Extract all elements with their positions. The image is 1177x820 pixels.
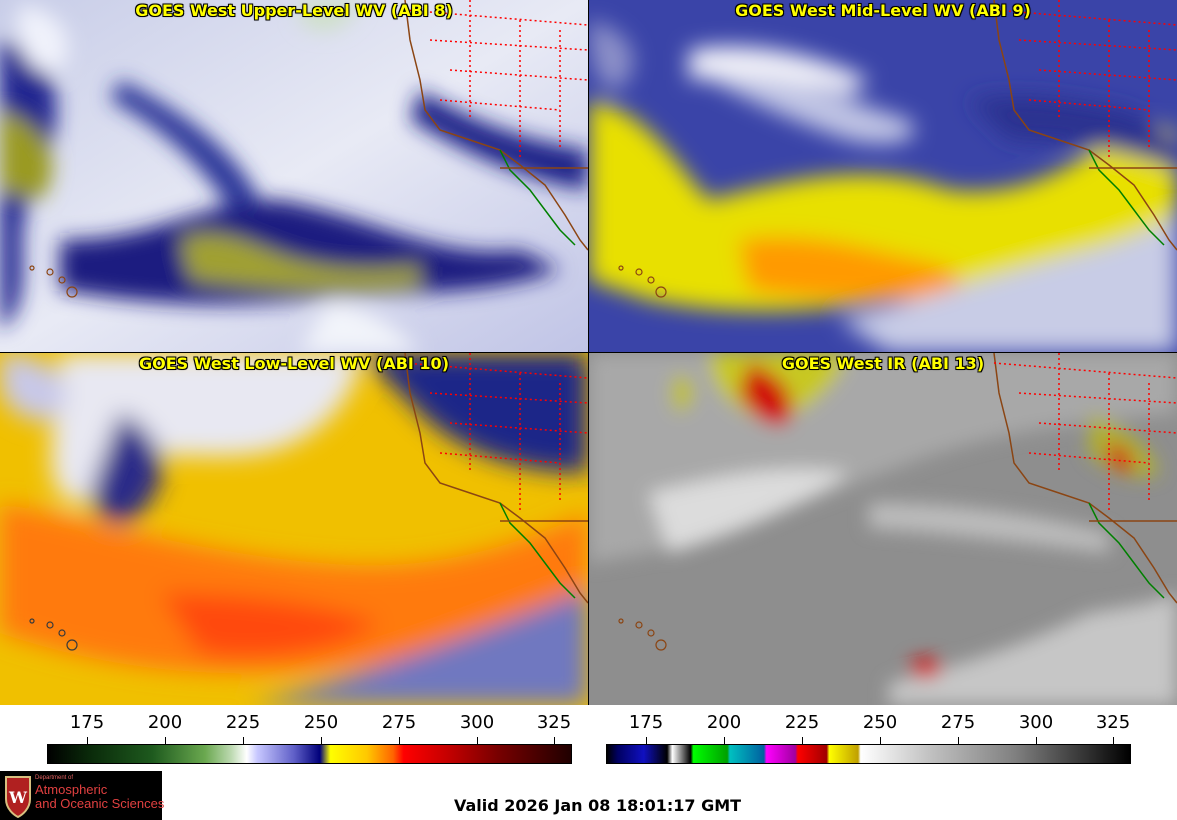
- colorbar-tick-label: 200: [147, 712, 183, 733]
- colorbar-tick: [321, 737, 322, 744]
- valid-time-label: Valid 2026 Jan 08 18:01:17 GMT: [454, 796, 742, 815]
- colorbar-tick: [165, 737, 166, 744]
- aos-logo[interactable]: W Department of Atmospheric and Oceanic …: [0, 771, 165, 820]
- logo-line-1: Department of: [35, 775, 74, 781]
- logo-line-2: Atmospheric: [35, 782, 108, 797]
- panel-divider-horizontal: [0, 352, 1177, 353]
- water-vapor-colorbar: [47, 744, 572, 764]
- colorbar-tick-label: 250: [303, 712, 339, 733]
- colorbar-tick-label: 325: [1095, 712, 1131, 733]
- colorbar-tick: [646, 737, 647, 744]
- colorbar-tick: [243, 737, 244, 744]
- colorbar-tick: [1113, 737, 1114, 744]
- colorbar-tick: [87, 737, 88, 744]
- colorbar-tick-label: 200: [706, 712, 742, 733]
- low-level-wv-image: [0, 353, 588, 705]
- colorbar-tick: [399, 737, 400, 744]
- panel-title: GOES West Low-Level WV (ABI 10): [138, 354, 449, 373]
- upper-level-wv-image: [0, 0, 588, 352]
- colorbar-tick-label: 275: [940, 712, 976, 733]
- mid-level-wv-image: [589, 0, 1177, 352]
- panel-upper-level-wv: GOES West Upper-Level WV (ABI 8): [0, 0, 588, 352]
- panel-infrared: GOES West IR (ABI 13): [589, 353, 1177, 705]
- colorbar-tick-label: 250: [862, 712, 898, 733]
- panel-title: GOES West IR (ABI 13): [781, 354, 985, 373]
- panel-low-level-wv: GOES West Low-Level WV (ABI 10): [0, 353, 588, 705]
- colorbar-tick: [802, 737, 803, 744]
- infrared-colorbar: [606, 744, 1131, 764]
- infrared-image: [589, 353, 1177, 705]
- colorbar-tick-label: 225: [784, 712, 820, 733]
- colorbar-tick-label: 275: [381, 712, 417, 733]
- colorbar-tick: [880, 737, 881, 744]
- colorbar-tick: [554, 737, 555, 744]
- colorbar-tick-label: 300: [459, 712, 495, 733]
- colorbar-tick-label: 225: [225, 712, 261, 733]
- colorbar-tick-label: 300: [1018, 712, 1054, 733]
- colorbar-tick: [1036, 737, 1037, 744]
- logo-line-3: and Oceanic Sciences: [35, 796, 165, 811]
- colorbar-tick-label: 175: [69, 712, 105, 733]
- svg-text:W: W: [8, 788, 28, 807]
- panel-title: GOES West Upper-Level WV (ABI 8): [135, 1, 453, 20]
- colorbar-tick-label: 325: [536, 712, 572, 733]
- colorbar-tick: [477, 737, 478, 744]
- colorbar-tick-label: 175: [628, 712, 664, 733]
- panel-mid-level-wv: GOES West Mid-Level WV (ABI 9): [589, 0, 1177, 352]
- colorbar-tick: [724, 737, 725, 744]
- panel-title: GOES West Mid-Level WV (ABI 9): [735, 1, 1031, 20]
- uw-crest-icon: W: [5, 776, 31, 818]
- colorbar-tick: [958, 737, 959, 744]
